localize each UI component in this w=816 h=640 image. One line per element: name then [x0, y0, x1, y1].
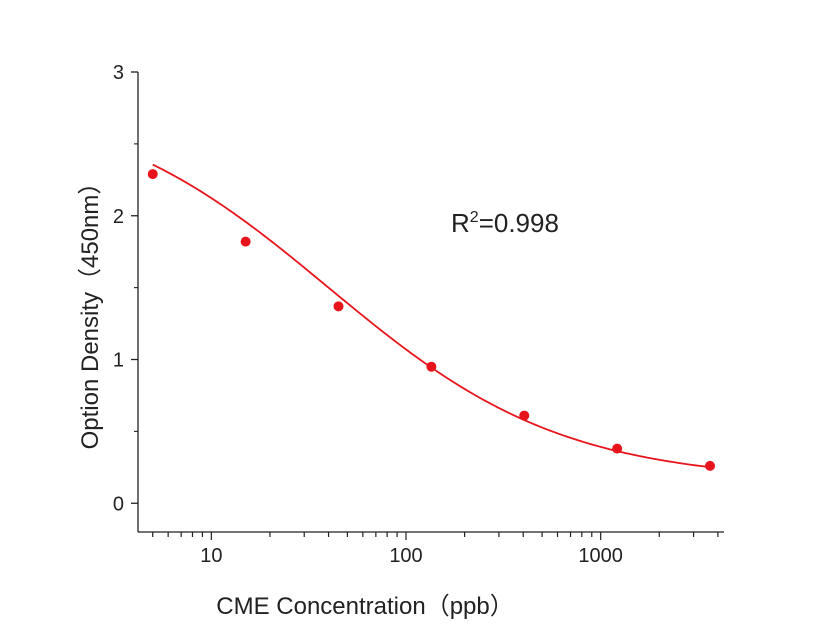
data-point [240, 236, 251, 247]
x-tick-label: 100 [389, 545, 422, 567]
y-axis: 0 1 2 3 [113, 62, 139, 532]
r-squared-annotation: R2=0.998 [451, 208, 559, 238]
data-point [705, 460, 716, 471]
x-axis: 10 100 1000 [138, 531, 724, 567]
data-point [612, 443, 623, 454]
r-squared-superscript: 2 [470, 209, 479, 226]
data-point [426, 361, 437, 372]
y-axis-title: Option Density（450nm） [77, 171, 104, 450]
data-point [147, 169, 158, 180]
y-tick-label: 0 [113, 493, 124, 515]
x-axis-title: CME Concentration（ppb） [216, 593, 513, 620]
y-tick-label: 2 [113, 206, 124, 228]
data-point [519, 410, 530, 421]
x-tick-label: 10 [200, 545, 222, 567]
data-point [333, 301, 344, 312]
x-tick-label: 1000 [578, 545, 623, 567]
r-squared-value: =0.998 [479, 208, 559, 238]
y-tick-label: 3 [113, 62, 124, 84]
y-tick-label: 1 [113, 350, 124, 372]
r-squared-base: R [451, 208, 470, 238]
fit-curve [152, 163, 711, 469]
